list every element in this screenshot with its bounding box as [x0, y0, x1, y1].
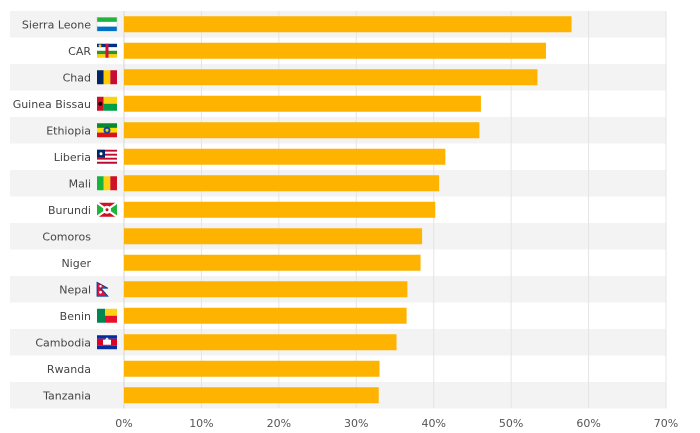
category-label: Sierra Leone: [22, 18, 91, 31]
sierra-leone-flag-icon: [96, 17, 118, 32]
bar-mali: [124, 175, 440, 192]
bar-chad: [124, 69, 538, 86]
tick-label: 20%: [267, 417, 291, 430]
tick-label: 40%: [421, 417, 445, 430]
tick-label: 70%: [654, 417, 678, 430]
category-label: Chad: [63, 71, 91, 84]
bars: [124, 16, 572, 404]
mali-flag-icon: [97, 176, 117, 191]
bar-liberia: [124, 148, 446, 165]
bar-benin: [124, 307, 407, 324]
tick-label: 50%: [499, 417, 523, 430]
bar-nepal: [124, 281, 408, 298]
car-flag-icon: [97, 43, 117, 58]
bar-ethiopia: [124, 122, 480, 139]
tick-label: 30%: [344, 417, 368, 430]
ethiopia-flag-icon: [97, 123, 117, 138]
category-label: Mali: [69, 177, 91, 190]
category-label: Liberia: [54, 151, 91, 164]
category-label: Ethiopia: [46, 124, 91, 137]
bar-comoros: [124, 228, 423, 245]
category-label: Nepal: [59, 283, 91, 296]
category-label: Comoros: [42, 230, 91, 243]
burundi-flag-icon: [96, 201, 118, 218]
bar-tanzania: [124, 387, 379, 404]
benin-flag-icon: [97, 308, 117, 323]
category-label: Tanzania: [42, 389, 91, 402]
tick-label: 10%: [189, 417, 213, 430]
category-labels: Sierra Leone CAR Chad Guinea Bissau Ethiopia…: [13, 18, 92, 402]
flags: [96, 17, 118, 350]
nepal-flag-icon: [96, 281, 117, 297]
bar-car: [124, 42, 546, 59]
bar-cambodia: [124, 334, 397, 351]
bar-burundi: [124, 201, 436, 218]
category-label: Rwanda: [47, 363, 91, 376]
category-label: Cambodia: [35, 336, 91, 349]
bar-guinea-bissau: [124, 95, 481, 112]
bar-niger: [124, 254, 421, 271]
category-label: Guinea Bissau: [13, 98, 91, 111]
chad-flag-icon: [97, 70, 117, 85]
liberia-flag-icon: [97, 149, 117, 164]
bar-sierra-leone: [124, 16, 572, 33]
guinea-bissau-flag-icon: [97, 96, 117, 111]
cambodia-flag-icon: [97, 335, 117, 350]
category-label: Benin: [60, 310, 91, 323]
bar-rwanda: [124, 360, 380, 377]
x-axis-ticks: 0% 10% 20% 30% 40% 50% 60% 70%: [115, 417, 678, 430]
category-label: Niger: [61, 257, 91, 270]
tick-label: 0%: [115, 417, 132, 430]
category-label: Burundi: [48, 204, 91, 217]
category-label: CAR: [68, 45, 91, 58]
tick-label: 60%: [576, 417, 600, 430]
